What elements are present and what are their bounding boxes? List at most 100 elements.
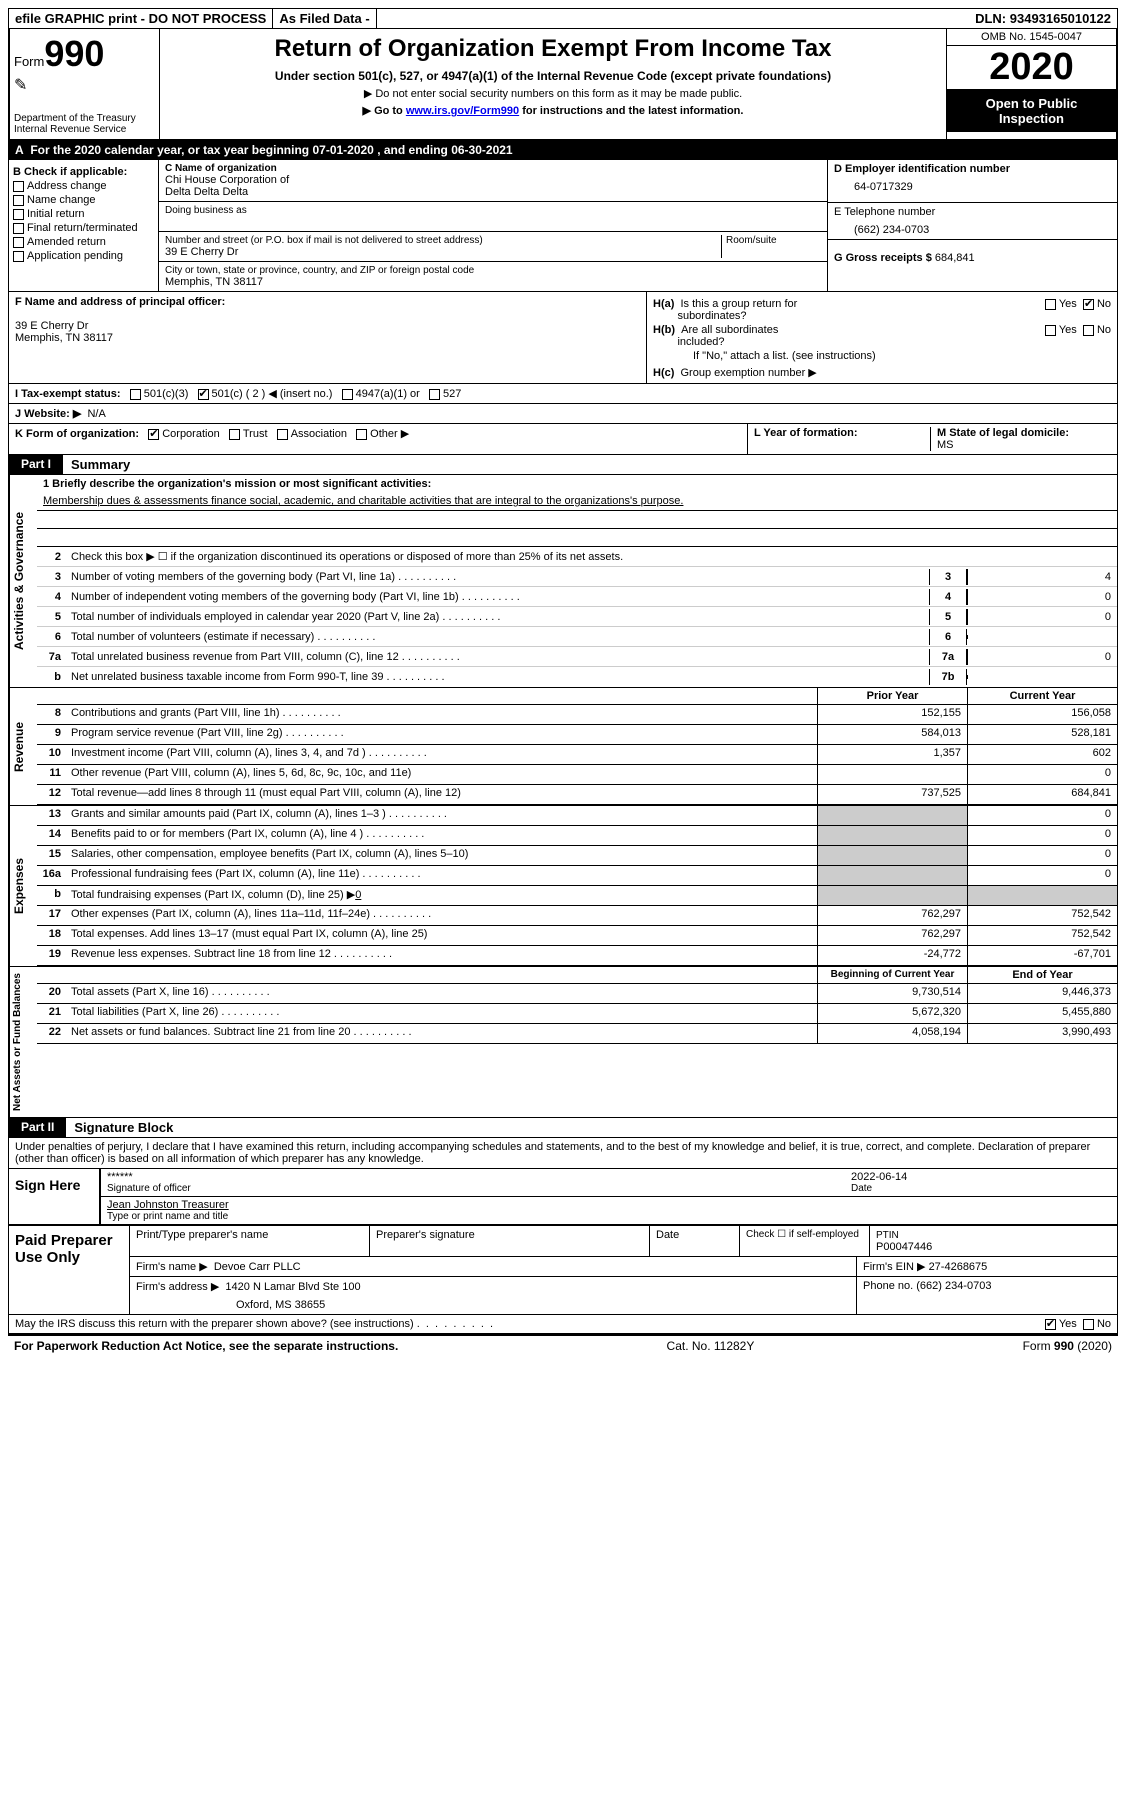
street-label: Number and street (or P.O. box if mail i… <box>165 235 721 246</box>
fgh-block: F Name and address of principal officer:… <box>8 292 1118 384</box>
cb-501c[interactable] <box>198 389 209 400</box>
ein-label: D Employer identification number <box>834 163 1111 175</box>
e18c: 752,542 <box>967 926 1117 945</box>
n21e: 5,455,880 <box>967 1004 1117 1023</box>
officer-label: F Name and address of principal officer: <box>15 296 640 308</box>
cb-527[interactable] <box>429 389 440 400</box>
city-label: City or town, state or province, country… <box>165 265 821 276</box>
cb-ha-no[interactable] <box>1083 299 1094 310</box>
line16b: Total fundraising expenses (Part IX, col… <box>67 886 817 905</box>
sig-officer-label: Signature of officer <box>107 1183 851 1194</box>
cb-discuss-yes[interactable] <box>1045 1319 1056 1330</box>
org-name-2: Delta Delta Delta <box>165 186 821 198</box>
n22b: 4,058,194 <box>817 1024 967 1043</box>
line8: Contributions and grants (Part VIII, lin… <box>67 705 817 724</box>
dln: DLN: 93493165010122 <box>969 9 1117 28</box>
instructions-link-row: ▶ Go to www.irs.gov/Form990 for instruct… <box>166 104 940 117</box>
val5: 0 <box>967 609 1117 625</box>
line6: Total number of volunteers (estimate if … <box>67 629 929 645</box>
val4: 0 <box>967 589 1117 605</box>
phone-value: (662) 234-0703 <box>834 218 1111 236</box>
form-org-label: K Form of organization: <box>15 428 139 440</box>
row-j: J Website: ▶ N/A <box>8 404 1118 424</box>
cb-initial-return[interactable] <box>13 209 24 220</box>
val7a: 0 <box>967 649 1117 665</box>
tax-year: 2020 <box>947 46 1116 90</box>
firm-ein-label: Firm's EIN ▶ <box>863 1261 926 1273</box>
vlabel-activities: Activities & Governance <box>9 475 37 687</box>
cb-application-pending[interactable] <box>13 251 24 262</box>
line16a: Professional fundraising fees (Part IX, … <box>67 866 817 885</box>
cb-other[interactable] <box>356 429 367 440</box>
firm-ein: 27-4268675 <box>929 1261 988 1273</box>
form-footer: Form 990 (2020) <box>1023 1339 1112 1353</box>
form-number: 990 <box>44 33 104 74</box>
section-b-label: B Check if applicable: <box>13 166 154 178</box>
cb-ha-yes[interactable] <box>1045 299 1056 310</box>
line10: Investment income (Part VIII, column (A)… <box>67 745 817 764</box>
r8p: 152,155 <box>817 705 967 724</box>
bcy-hdr: Beginning of Current Year <box>817 967 967 983</box>
cb-4947[interactable] <box>342 389 353 400</box>
e19c: -67,701 <box>967 946 1117 965</box>
part2-header: Part II Signature Block <box>8 1118 1118 1138</box>
cb-final-return[interactable] <box>13 223 24 234</box>
officer-name-title: Jean Johnston Treasurer <box>107 1199 1111 1211</box>
cb-hb-yes[interactable] <box>1045 325 1056 336</box>
line5: Total number of individuals employed in … <box>67 609 929 625</box>
cb-name-change[interactable] <box>13 195 24 206</box>
firm-addr-label: Firm's address ▶ <box>136 1281 219 1293</box>
vlabel-netassets: Net Assets or Fund Balances <box>9 967 37 1117</box>
website-value: N/A <box>87 408 105 420</box>
line18: Total expenses. Add lines 13–17 (must eq… <box>67 926 817 945</box>
cb-trust[interactable] <box>229 429 240 440</box>
firm-addr1: 1420 N Lamar Blvd Ste 100 <box>225 1281 360 1293</box>
room-label: Room/suite <box>726 235 821 246</box>
dba-label: Doing business as <box>165 205 821 216</box>
line13: Grants and similar amounts paid (Part IX… <box>67 806 817 825</box>
val3: 4 <box>967 569 1117 585</box>
efile-notice: efile GRAPHIC print - DO NOT PROCESS <box>9 9 273 28</box>
prior-year-hdr: Prior Year <box>817 688 967 704</box>
line1-label: 1 Briefly describe the organization's mi… <box>43 478 431 490</box>
cb-hb-no[interactable] <box>1083 325 1094 336</box>
r9c: 528,181 <box>967 725 1117 744</box>
cb-assoc[interactable] <box>277 429 288 440</box>
eoy-hdr: End of Year <box>967 967 1117 983</box>
line9: Program service revenue (Part VIII, line… <box>67 725 817 744</box>
irs-link[interactable]: www.irs.gov/Form990 <box>406 105 519 117</box>
open-to-public: Open to PublicInspection <box>947 90 1116 132</box>
phone-label: E Telephone number <box>834 206 1111 218</box>
state-domicile-value: MS <box>937 439 954 451</box>
sig-date: 2022-06-14 <box>851 1171 1111 1183</box>
hb-note: If "No," attach a list. (see instruction… <box>653 350 1111 362</box>
perjury-text: Under penalties of perjury, I declare th… <box>8 1138 1118 1169</box>
hb-label: H(b) Are all subordinates included? <box>653 324 778 348</box>
row-klm: K Form of organization: Corporation Trus… <box>8 424 1118 455</box>
cb-address-change[interactable] <box>13 181 24 192</box>
r11p <box>817 765 967 784</box>
cb-501c3[interactable] <box>130 389 141 400</box>
org-name-label: C Name of organization <box>165 163 821 174</box>
cb-corp[interactable] <box>148 429 159 440</box>
line20: Total assets (Part X, line 16) <box>67 984 817 1003</box>
line3: Number of voting members of the governin… <box>67 569 929 585</box>
line12: Total revenue—add lines 8 through 11 (mu… <box>67 785 817 804</box>
ptin-value: P00047446 <box>876 1241 932 1253</box>
section-activities: Activities & Governance 1 Briefly descri… <box>8 475 1118 688</box>
sig-stars: ****** <box>107 1171 851 1183</box>
r10c: 602 <box>967 745 1117 764</box>
org-name-1: Chi House Corporation of <box>165 174 821 186</box>
cb-amended[interactable] <box>13 237 24 248</box>
part1-title: Summary <box>63 455 138 474</box>
e17p: 762,297 <box>817 906 967 925</box>
r12c: 684,841 <box>967 785 1117 804</box>
state-domicile-label: M State of legal domicile: <box>937 427 1069 439</box>
val7b <box>967 675 1117 679</box>
cb-discuss-no[interactable] <box>1083 1319 1094 1330</box>
as-filed: As Filed Data - <box>273 9 376 28</box>
e19p: -24,772 <box>817 946 967 965</box>
vlabel-revenue: Revenue <box>9 688 37 805</box>
part1-tab: Part I <box>9 455 63 474</box>
r11c: 0 <box>967 765 1117 784</box>
